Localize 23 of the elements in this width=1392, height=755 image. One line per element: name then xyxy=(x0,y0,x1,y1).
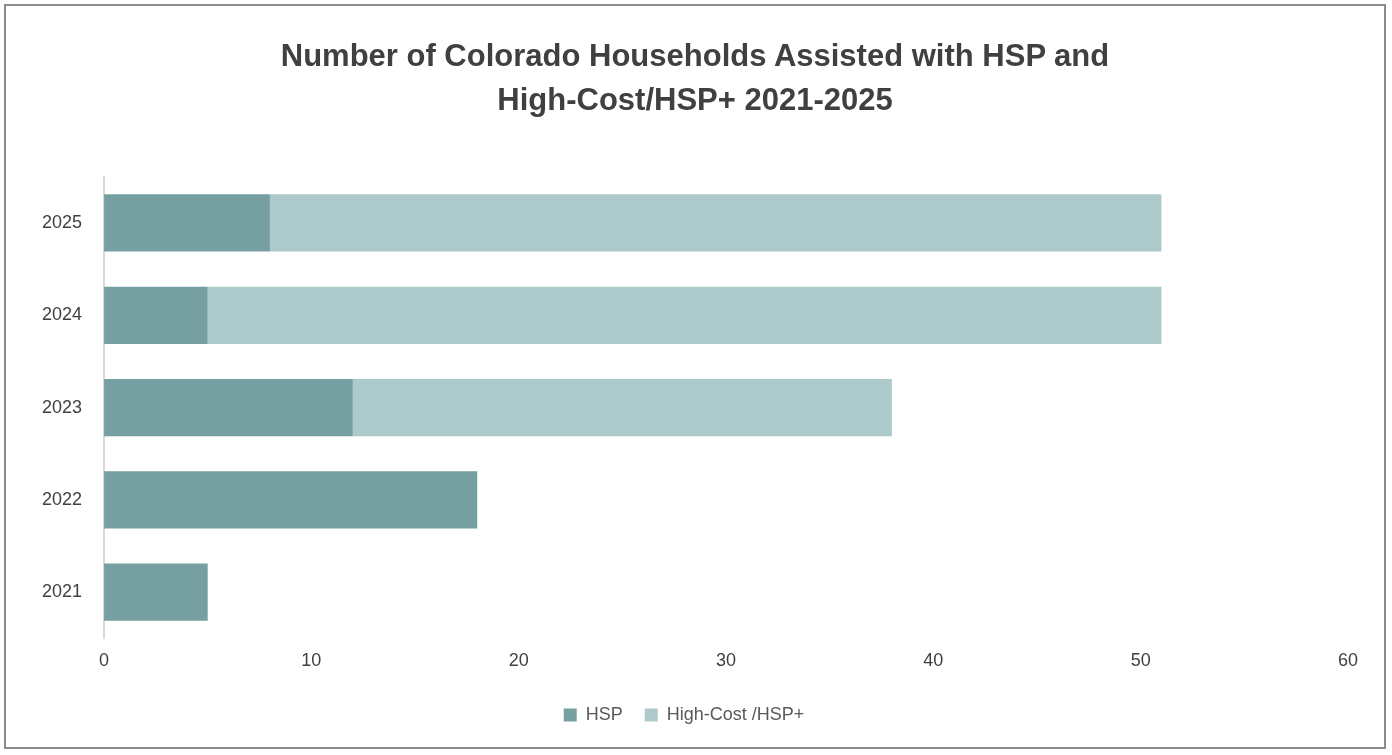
y-tick-label: 2022 xyxy=(42,488,83,509)
chart-title: Number of Colorado Households Assisted with HSP and High-Cost/HSP+ 2021-2025 xyxy=(279,37,1111,119)
x-tick-label: 40 xyxy=(923,650,944,671)
bar xyxy=(207,286,1162,344)
bar xyxy=(104,286,208,344)
x-tick-label: 10 xyxy=(301,650,322,671)
x-tick-label: 0 xyxy=(99,650,110,671)
bar xyxy=(269,194,1162,252)
bar xyxy=(104,563,208,621)
x-tick-label: 50 xyxy=(1130,650,1151,671)
bar xyxy=(104,194,270,252)
y-tick-label: 2021 xyxy=(42,581,83,602)
y-tick-label: 2025 xyxy=(42,211,83,232)
bar xyxy=(352,378,892,437)
x-tick-label: 30 xyxy=(716,650,737,671)
bar xyxy=(104,471,478,529)
y-tick-label: 2023 xyxy=(42,396,83,417)
x-tick-label: 20 xyxy=(508,650,529,671)
bar xyxy=(104,378,353,437)
x-tick-label: 60 xyxy=(1337,650,1359,671)
y-tick-label: 2024 xyxy=(42,304,83,325)
legend-label: High-Cost /HSP+ xyxy=(666,703,805,724)
legend-label: HSP xyxy=(585,703,623,724)
